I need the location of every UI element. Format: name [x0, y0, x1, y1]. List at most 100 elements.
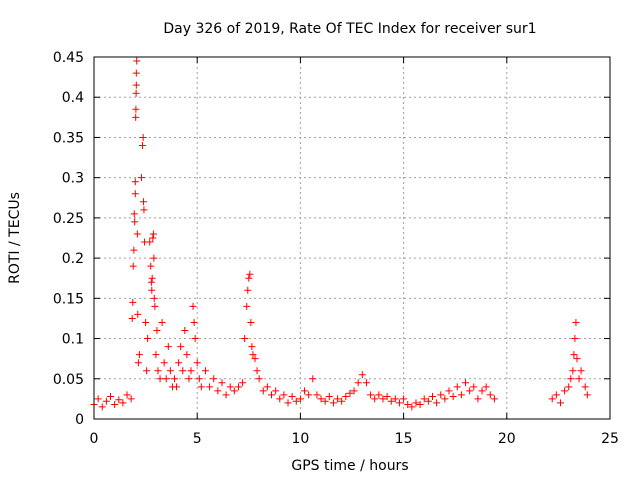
data-point [195, 375, 203, 383]
data-point [309, 375, 317, 383]
y-tick-label: 0.25 [53, 211, 84, 227]
data-point [470, 383, 478, 391]
data-point [441, 395, 449, 403]
data-point [123, 391, 131, 399]
data-point [404, 401, 412, 409]
data-point [247, 318, 255, 326]
data-point [263, 383, 271, 391]
x-axis-label: GPS time / hours [291, 458, 408, 474]
x-tick-label: 0 [90, 431, 99, 447]
data-point [150, 254, 158, 262]
data-point [187, 367, 195, 375]
data-point [140, 198, 148, 206]
data-point [146, 238, 154, 246]
data-point [241, 335, 249, 343]
data-point [128, 314, 136, 322]
data-point [457, 391, 465, 399]
data-point [148, 274, 156, 282]
data-point [346, 389, 354, 397]
data-point [132, 89, 140, 97]
data-point [98, 403, 106, 411]
data-point [329, 399, 337, 407]
grid-lines [94, 57, 610, 419]
data-point [131, 178, 139, 186]
data-point [230, 387, 238, 395]
data-point [280, 391, 288, 399]
data-point [151, 302, 159, 310]
data-point [222, 391, 230, 399]
data-point [132, 105, 140, 113]
data-point [313, 391, 321, 399]
data-point [185, 375, 193, 383]
data-point [142, 318, 150, 326]
data-point [191, 335, 199, 343]
data-point [288, 392, 296, 400]
data-point [129, 262, 137, 270]
x-tick-label: 5 [193, 431, 202, 447]
data-point [391, 395, 399, 403]
data-point [367, 391, 375, 399]
data-point [175, 359, 183, 367]
data-point [164, 343, 172, 351]
data-point [132, 81, 140, 89]
y-tick-label: 0.2 [62, 251, 84, 267]
data-point [134, 359, 142, 367]
x-tick-label: 15 [395, 431, 413, 447]
data-point [453, 383, 461, 391]
y-tick-label: 0.15 [53, 291, 84, 307]
data-point [268, 391, 276, 399]
data-point [183, 351, 191, 359]
data-point [147, 278, 155, 286]
data-point [148, 286, 156, 294]
data-point [412, 399, 420, 407]
data-point [143, 367, 151, 375]
data-point [245, 274, 253, 282]
data-point [292, 397, 300, 405]
data-point [173, 383, 181, 391]
data-point [193, 359, 201, 367]
data-point [400, 395, 408, 403]
data-point [253, 367, 261, 375]
data-point [102, 397, 110, 405]
data-point [133, 230, 141, 238]
data-point [428, 392, 436, 400]
y-axis-label: ROTI / TECUs [7, 192, 23, 284]
data-point [408, 403, 416, 411]
data-point [140, 206, 148, 214]
data-point [317, 395, 325, 403]
data-point [276, 395, 284, 403]
data-point [561, 387, 569, 395]
data-point [575, 375, 583, 383]
data-point [147, 262, 155, 270]
data-point [170, 375, 178, 383]
data-point [570, 351, 578, 359]
data-point [272, 387, 280, 395]
data-point [433, 399, 441, 407]
axis-ticks: 0 5 10 15 20 25 0 0.05 0.1 0.15 0.2 0.25 0.3 0.35 0.4 0… [53, 50, 619, 447]
y-tick-label: 0 [75, 412, 84, 428]
data-point [119, 399, 127, 407]
data-point [158, 318, 166, 326]
data-point [572, 318, 580, 326]
data-point [210, 375, 218, 383]
data-point [548, 395, 556, 403]
data-point [383, 392, 391, 400]
data-point [251, 355, 259, 363]
data-point [244, 286, 252, 294]
data-point [248, 343, 256, 351]
data-point [131, 190, 139, 198]
data-point [379, 395, 387, 403]
data-point [139, 133, 147, 141]
data-point [305, 391, 313, 399]
data-point [150, 294, 158, 302]
data-point [234, 383, 242, 391]
data-point [181, 327, 189, 335]
data-point [137, 174, 145, 182]
data-point [466, 387, 474, 395]
data-point [583, 391, 591, 399]
data-point [166, 367, 174, 375]
data-point [132, 113, 140, 121]
data-point [577, 367, 585, 375]
data-point [420, 395, 428, 403]
